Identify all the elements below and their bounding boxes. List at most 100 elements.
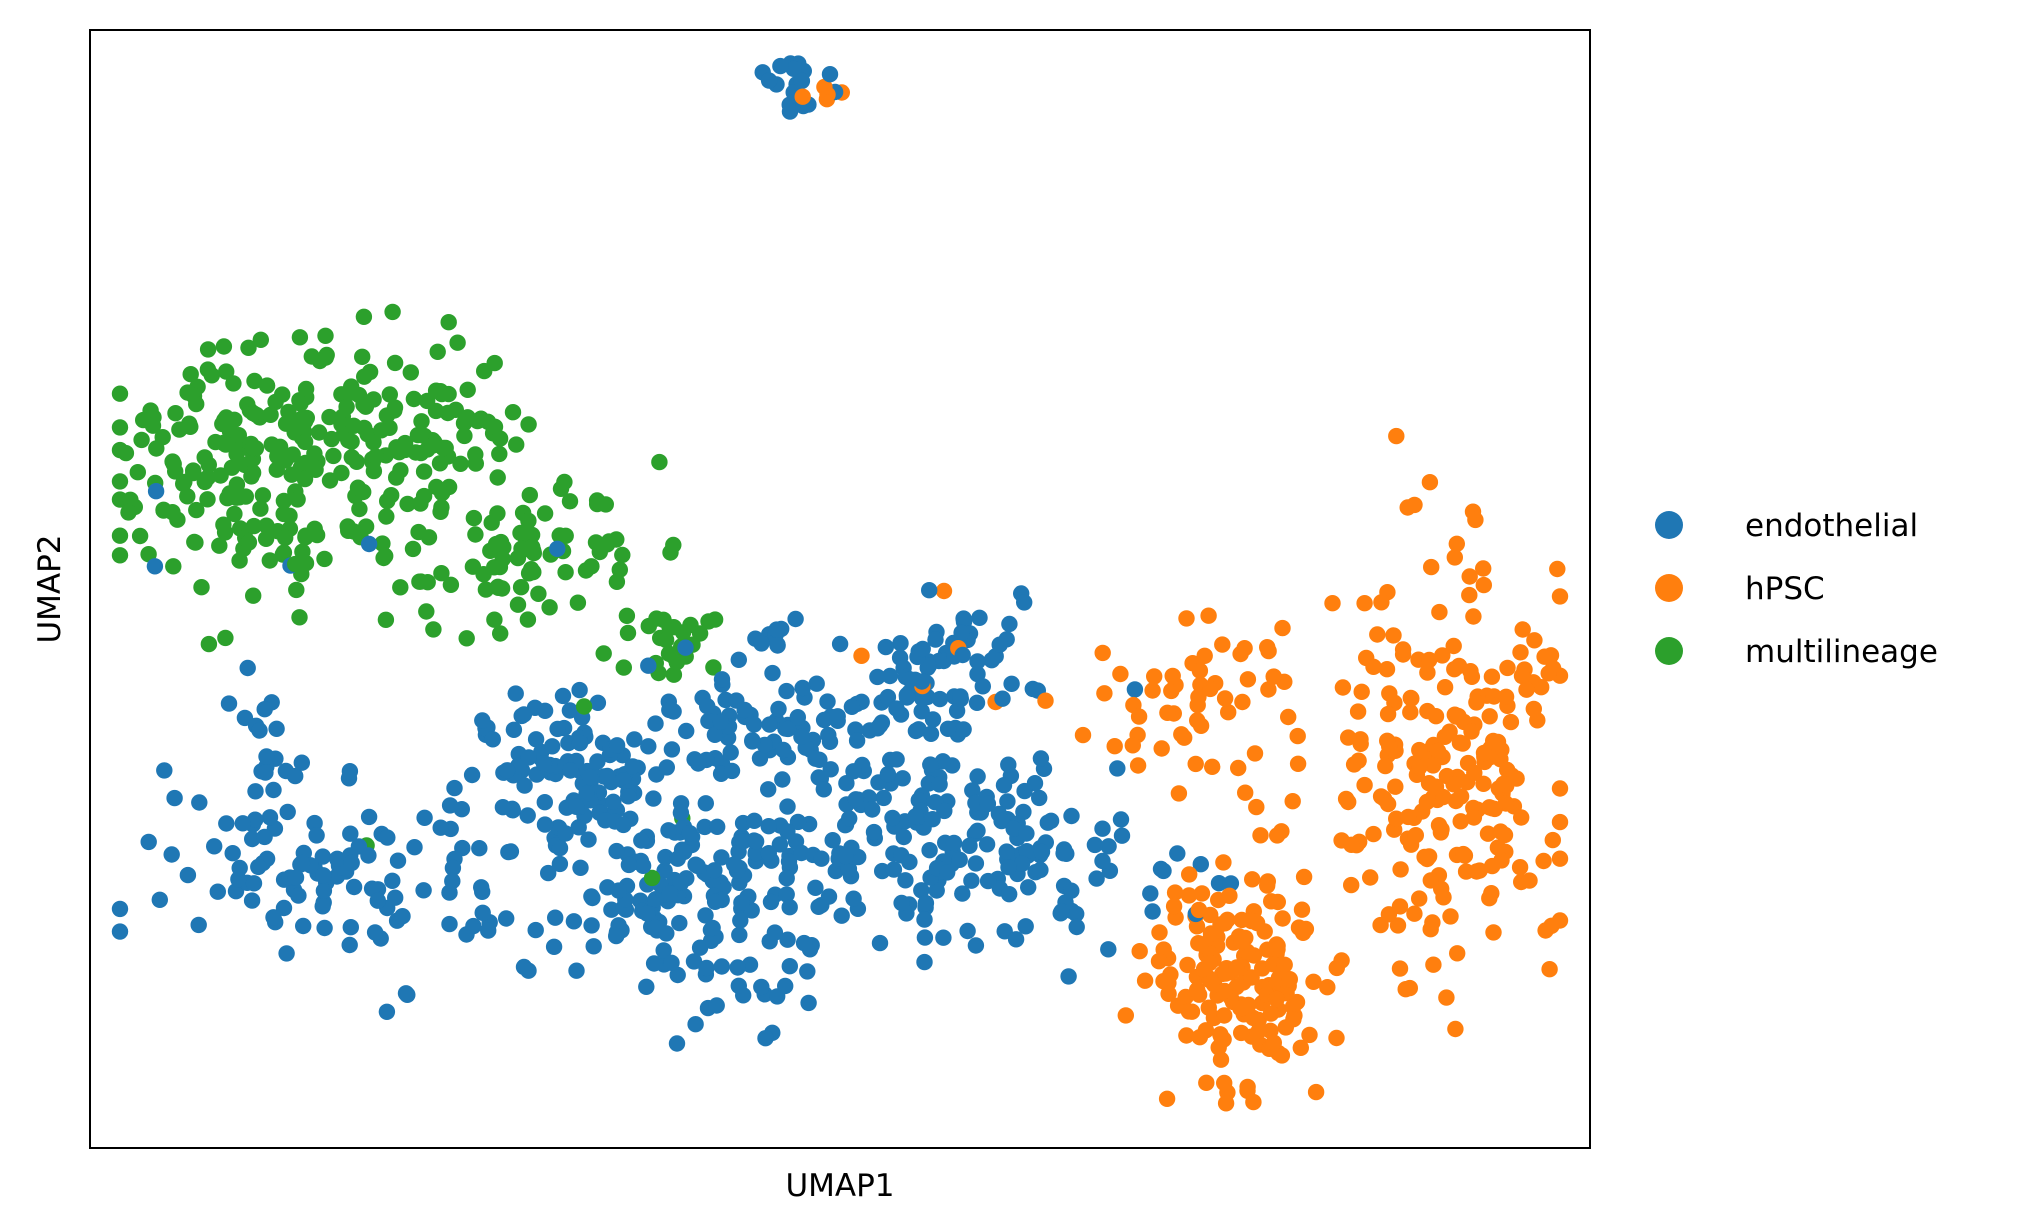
data-point-endothelial (892, 635, 909, 652)
data-point-multilineage (378, 508, 395, 525)
data-point-hPSC (1259, 877, 1276, 894)
data-point-endothelial (964, 782, 981, 799)
data-point-endothelial (515, 706, 533, 723)
data-point-multilineage (225, 375, 242, 392)
data-point-endothelial (257, 764, 274, 781)
data-point-endothelial (341, 936, 358, 954)
data-point-hPSC (1401, 979, 1419, 997)
data-point-hPSC (1217, 1095, 1235, 1112)
data-point-endothelial (1000, 756, 1017, 773)
data-point-endothelial (551, 839, 569, 857)
data-point-endothelial (888, 751, 905, 768)
data-point-endothelial (608, 842, 625, 860)
data-point-multilineage (433, 565, 450, 582)
data-point-hPSC (1297, 920, 1315, 938)
data-point-endothelial (634, 857, 652, 874)
legend-label-multilineage: multilineage (1745, 634, 1938, 670)
data-point-hPSC (1551, 588, 1569, 605)
data-point-hPSC (1514, 621, 1531, 638)
data-point-hPSC (1289, 755, 1307, 772)
data-point-hPSC (1189, 712, 1206, 729)
data-point-endothelial (378, 1003, 396, 1020)
data-point-endothelial (1017, 918, 1034, 935)
data-point-multilineage (316, 550, 333, 568)
data-point-endothelial (914, 690, 931, 707)
data-point-endothelial (945, 834, 963, 852)
data-point-endothelial (343, 854, 360, 872)
data-point-hPSC (1349, 703, 1367, 720)
data-point-endothelial (778, 870, 795, 887)
data-point-hPSC (1260, 681, 1277, 698)
data-point-endothelial (444, 859, 462, 877)
data-point-endothelial (764, 664, 781, 682)
data-point-endothelial (570, 819, 587, 836)
data-point-hPSC (1180, 1003, 1198, 1020)
data-point-hPSC (1369, 626, 1386, 643)
data-point-multilineage (355, 308, 373, 325)
data-point-hPSC (1518, 681, 1535, 698)
data-point-endothelial (293, 854, 311, 872)
data-point-hPSC (1448, 535, 1466, 552)
data-point-endothelial (658, 925, 675, 942)
data-point-hPSC (1220, 704, 1237, 721)
data-point-endothelial (234, 815, 251, 832)
data-point-hPSC (1541, 961, 1558, 978)
data-point-endothelial (894, 770, 911, 787)
data-point-endothelial (639, 905, 656, 922)
data-point-endothelial (723, 762, 741, 780)
data-point-endothelial (741, 956, 759, 973)
data-point-endothelial (484, 731, 501, 748)
data-point-multilineage (402, 364, 419, 381)
data-point-hPSC (1446, 661, 1463, 678)
data-point-multilineage (420, 529, 438, 546)
data-point-hPSC (1131, 943, 1148, 960)
data-point-hPSC (1442, 908, 1459, 925)
data-point-multilineage (465, 509, 483, 527)
data-point-multilineage (193, 579, 210, 596)
data-point-endothelial (498, 910, 515, 927)
data-point-hPSC (1214, 636, 1231, 653)
data-point-multilineage (306, 445, 323, 462)
data-point-endothelial (697, 795, 714, 812)
data-point-endothelial (535, 755, 553, 772)
data-point-endothelial (279, 803, 296, 821)
data-point-endothelial (875, 789, 892, 807)
data-point-endothelial (869, 668, 886, 686)
data-point-multilineage (129, 464, 146, 481)
data-point-endothelial (778, 886, 795, 903)
data-point-endothelial (1032, 861, 1049, 879)
data-point-endothelial (1018, 825, 1035, 842)
data-point-hPSC (1391, 960, 1409, 977)
data-point-endothelial (916, 929, 934, 946)
data-point-hPSC (1162, 966, 1179, 983)
data-point-hPSC (1246, 745, 1264, 762)
data-point-hPSC (1187, 755, 1204, 773)
data-point-endothelial (520, 962, 537, 979)
data-point-hPSC (1434, 647, 1451, 664)
data-point-endothelial (934, 753, 952, 770)
data-point-endothelial (463, 766, 481, 784)
data-point-endothelial (953, 624, 970, 641)
data-point-multilineage (561, 493, 579, 510)
data-point-hPSC (1447, 1020, 1464, 1038)
data-point-hPSC (1536, 648, 1553, 665)
data-point-multilineage (292, 395, 309, 412)
data-point-hPSC (1228, 959, 1245, 976)
data-point-endothelial (599, 767, 616, 785)
data-point-hPSC (1353, 683, 1370, 700)
data-point-endothelial (140, 833, 157, 851)
data-point-hPSC (1418, 793, 1436, 811)
data-point-hPSC (1159, 704, 1176, 721)
data-point-endothelial (536, 794, 553, 811)
data-point-multilineage (536, 505, 554, 522)
data-point-hPSC (1240, 996, 1257, 1014)
data-point-endothelial (1142, 885, 1159, 902)
data-point-endothelial (1032, 750, 1050, 767)
data-point-endothelial (394, 908, 411, 925)
data-point-hPSC (1245, 1093, 1262, 1111)
data-point-hPSC (1499, 659, 1516, 677)
data-point-multilineage (467, 526, 484, 543)
data-point-endothelial (585, 938, 602, 955)
data-point-endothelial (1100, 941, 1117, 958)
data-point-hPSC (1535, 852, 1552, 870)
